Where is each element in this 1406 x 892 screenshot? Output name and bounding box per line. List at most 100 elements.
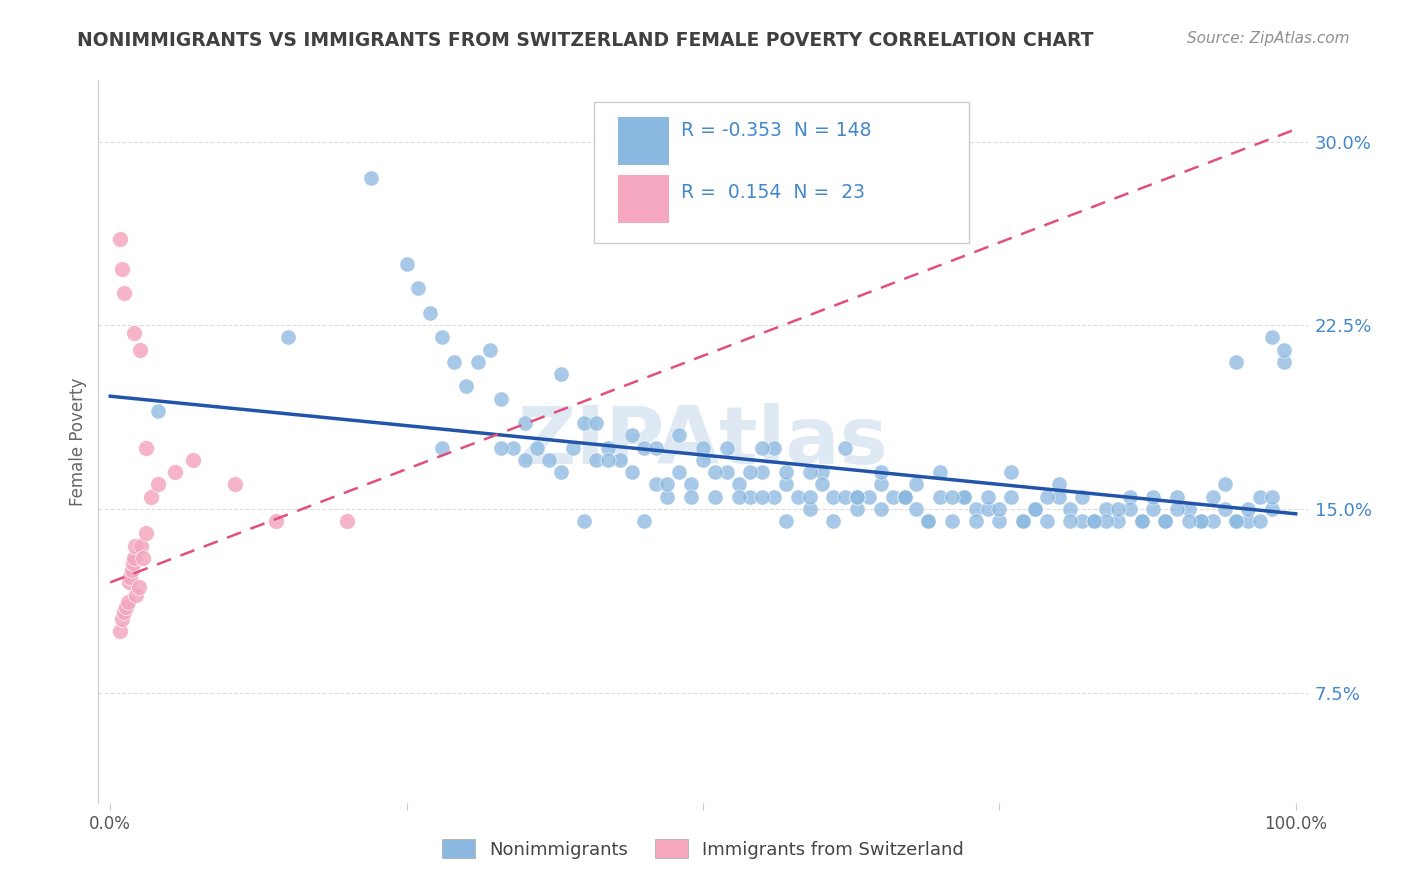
Point [574,514,596,528]
Point [128,580,150,594]
Point [799,502,821,516]
Point [1083,514,1105,528]
Point [264,514,287,528]
Point [692,441,714,455]
Point [727,477,749,491]
Point [1272,355,1295,369]
Point [1047,477,1070,491]
Point [893,490,915,504]
Point [1237,514,1260,528]
Point [1047,490,1070,504]
Point [893,490,915,504]
Point [976,502,998,516]
Point [574,416,596,430]
Point [526,441,548,455]
FancyBboxPatch shape [619,117,669,165]
Point [478,343,501,357]
Point [1166,490,1188,504]
Point [467,355,489,369]
Point [585,453,607,467]
Point [121,563,143,577]
Point [108,624,131,639]
Point [929,490,952,504]
Point [668,465,690,479]
Point [1178,502,1201,516]
Point [1119,502,1142,516]
Point [703,490,725,504]
Point [692,453,714,467]
Point [515,453,537,467]
Point [135,441,157,455]
Point [1261,330,1284,344]
Point [1166,502,1188,516]
Point [598,453,620,467]
Point [644,441,666,455]
Point [846,490,869,504]
Point [1261,502,1284,516]
Point [620,465,643,479]
Point [139,490,162,504]
Point [1083,514,1105,528]
Point [988,502,1011,516]
Point [129,539,152,553]
Point [941,490,963,504]
Point [1059,502,1081,516]
Point [917,514,939,528]
Point [799,490,821,504]
Point [869,477,891,491]
Point [1012,514,1035,528]
Point [633,441,655,455]
Point [681,477,703,491]
Point [124,539,146,553]
Point [823,514,845,528]
Point [988,514,1011,528]
Point [585,416,607,430]
Point [775,514,797,528]
Point [751,465,773,479]
Point [620,428,643,442]
Text: Source: ZipAtlas.com: Source: ZipAtlas.com [1187,31,1350,46]
Point [609,453,631,467]
Point [1272,343,1295,357]
Point [111,261,134,276]
Point [1202,490,1225,504]
Point [823,490,845,504]
Point [1071,490,1094,504]
Point [1178,514,1201,528]
Point [432,441,454,455]
Point [1213,477,1236,491]
Point [132,550,155,565]
Point [952,490,974,504]
Point [122,326,145,340]
Point [432,330,454,344]
Point [146,477,169,491]
Point [834,490,856,504]
Point [657,477,679,491]
Point [598,441,620,455]
Point [408,281,430,295]
Point [1107,502,1129,516]
Point [846,490,869,504]
Point [114,599,136,614]
Point [336,514,359,528]
Point [1000,490,1022,504]
Point [703,465,725,479]
Point [917,514,939,528]
Point [277,330,299,344]
Text: R =  0.154  N =  23: R = 0.154 N = 23 [682,183,865,202]
Point [1059,514,1081,528]
Point [515,416,537,430]
Point [846,502,869,516]
Point [727,490,749,504]
Point [360,171,382,186]
Point [395,257,418,271]
Point [129,343,152,357]
Point [121,556,143,570]
Point [657,490,679,504]
Point [122,550,145,565]
Point [869,502,891,516]
Point [1202,514,1225,528]
Text: ZIPAtlas: ZIPAtlas [517,402,889,481]
Point [810,465,832,479]
Point [1012,514,1035,528]
